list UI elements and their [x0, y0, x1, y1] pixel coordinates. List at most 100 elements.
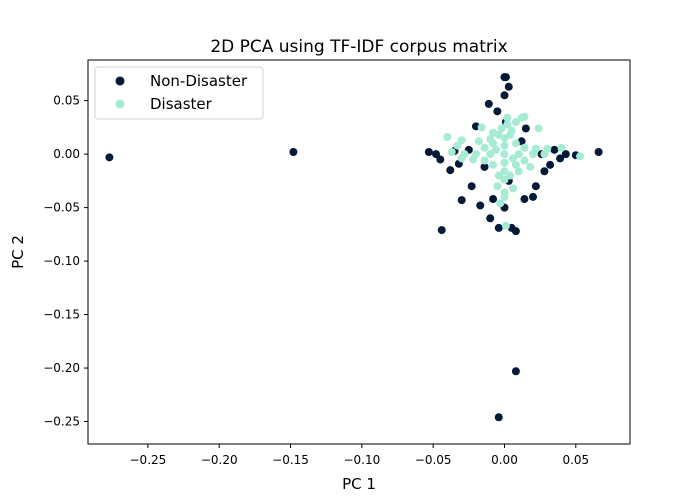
- point-disaster-24: [486, 150, 495, 159]
- y-axis: 0.05 0.00 −0.05 −0.10 −0.15 −0.20 −0.25: [43, 94, 88, 429]
- point-non-disaster-20: [494, 223, 503, 232]
- point-non-disaster-29: [546, 160, 555, 169]
- point-disaster-27: [514, 150, 523, 159]
- point-non-disaster-40: [480, 162, 489, 171]
- point-non-disaster-10: [436, 155, 445, 164]
- point-disaster-33: [511, 160, 520, 169]
- point-non-disaster-27: [446, 166, 455, 175]
- point-non-disaster-12: [556, 154, 565, 163]
- point-non-disaster-15: [484, 99, 493, 108]
- point-disaster-51: [491, 145, 500, 154]
- point-disaster-47: [531, 144, 540, 153]
- point-non-disaster-24: [489, 195, 498, 204]
- point-non-disaster-9: [432, 150, 441, 159]
- x-tick-label: −0.10: [343, 453, 380, 467]
- point-disaster-5: [557, 143, 566, 152]
- x-tick-label: −0.15: [272, 453, 309, 467]
- point-disaster-3: [447, 147, 456, 156]
- y-tick-label: −0.20: [43, 361, 80, 375]
- plot-area: [105, 73, 603, 422]
- point-disaster-20: [500, 150, 509, 159]
- point-non-disaster-3: [457, 196, 466, 205]
- point-disaster-0: [443, 133, 452, 142]
- legend: Non-Disaster Disaster: [94, 66, 264, 120]
- x-axis: −0.25 −0.20 −0.15 −0.10 −0.05 0.00 0.05: [130, 444, 589, 467]
- point-disaster-38: [494, 130, 503, 139]
- point-disaster-19: [500, 141, 509, 150]
- point-disaster-13: [517, 113, 526, 122]
- point-disaster-55: [503, 113, 512, 122]
- point-disaster-48: [500, 188, 509, 197]
- legend-label-disaster: Disaster: [150, 95, 213, 113]
- point-non-disaster-31: [467, 182, 476, 191]
- point-disaster-40: [494, 171, 503, 180]
- point-non-disaster-14: [501, 73, 510, 82]
- x-tick-label: −0.20: [201, 453, 238, 467]
- point-disaster-34: [480, 143, 489, 152]
- point-disaster-12: [511, 118, 520, 127]
- point-non-disaster-4: [494, 413, 503, 422]
- x-tick-label: 0.00: [491, 453, 518, 467]
- point-disaster-21: [500, 158, 509, 167]
- point-non-disaster-19: [486, 214, 495, 223]
- point-non-disaster-22: [511, 227, 520, 236]
- point-disaster-54: [457, 154, 466, 163]
- point-disaster-1: [453, 141, 462, 150]
- point-disaster-53: [543, 144, 552, 153]
- point-non-disaster-5: [511, 367, 520, 376]
- point-disaster-44: [493, 182, 502, 191]
- y-tick-label: 0.05: [53, 94, 80, 108]
- point-non-disaster-33: [500, 91, 509, 100]
- point-disaster-2: [457, 136, 466, 145]
- point-disaster-42: [474, 137, 483, 146]
- y-tick-label: 0.00: [53, 147, 80, 161]
- point-disaster-50: [514, 167, 523, 176]
- point-disaster-11: [477, 123, 486, 132]
- point-disaster-17: [497, 124, 506, 133]
- y-axis-label: PC 2: [9, 235, 27, 269]
- y-tick-label: −0.10: [43, 254, 80, 268]
- point-disaster-14: [503, 120, 512, 129]
- x-tick-label: −0.25: [130, 453, 167, 467]
- x-tick-label: −0.05: [415, 453, 452, 467]
- y-tick-label: −0.25: [43, 415, 80, 429]
- point-non-disaster-43: [550, 145, 559, 154]
- point-disaster-6: [576, 152, 585, 161]
- legend-marker-disaster: [115, 99, 125, 109]
- point-disaster-37: [520, 156, 529, 165]
- point-non-disaster-32: [531, 182, 540, 191]
- point-non-disaster-2: [437, 226, 446, 235]
- point-non-disaster-1: [289, 147, 298, 156]
- point-disaster-46: [469, 155, 478, 164]
- point-disaster-41: [506, 171, 515, 180]
- point-disaster-52: [509, 154, 518, 163]
- point-non-disaster-6: [594, 147, 603, 156]
- chart-title: 2D PCA using TF-IDF corpus matrix: [210, 37, 507, 57]
- point-disaster-45: [509, 184, 518, 193]
- point-disaster-43: [526, 162, 535, 171]
- point-disaster-23: [500, 175, 509, 184]
- point-non-disaster-35: [521, 124, 530, 133]
- y-tick-label: −0.05: [43, 201, 80, 215]
- point-non-disaster-30: [540, 167, 549, 176]
- point-non-disaster-8: [424, 147, 433, 156]
- x-tick-label: 0.05: [562, 453, 589, 467]
- point-disaster-49: [486, 135, 495, 144]
- point-non-disaster-26: [529, 192, 538, 201]
- y-tick-label: −0.15: [43, 308, 80, 322]
- legend-marker-non-disaster: [115, 76, 125, 86]
- plot-frame: [87, 59, 631, 445]
- legend-label-non-disaster: Non-Disaster: [150, 72, 248, 90]
- point-disaster-22: [500, 167, 509, 176]
- point-disaster-39: [506, 130, 515, 139]
- point-disaster-35: [520, 143, 529, 152]
- point-disaster-36: [480, 156, 489, 165]
- point-disaster-8: [501, 221, 510, 230]
- point-non-disaster-17: [493, 107, 502, 116]
- point-non-disaster-16: [504, 82, 513, 91]
- point-non-disaster-11: [561, 150, 570, 159]
- point-disaster-32: [489, 160, 498, 169]
- point-non-disaster-18: [476, 201, 485, 210]
